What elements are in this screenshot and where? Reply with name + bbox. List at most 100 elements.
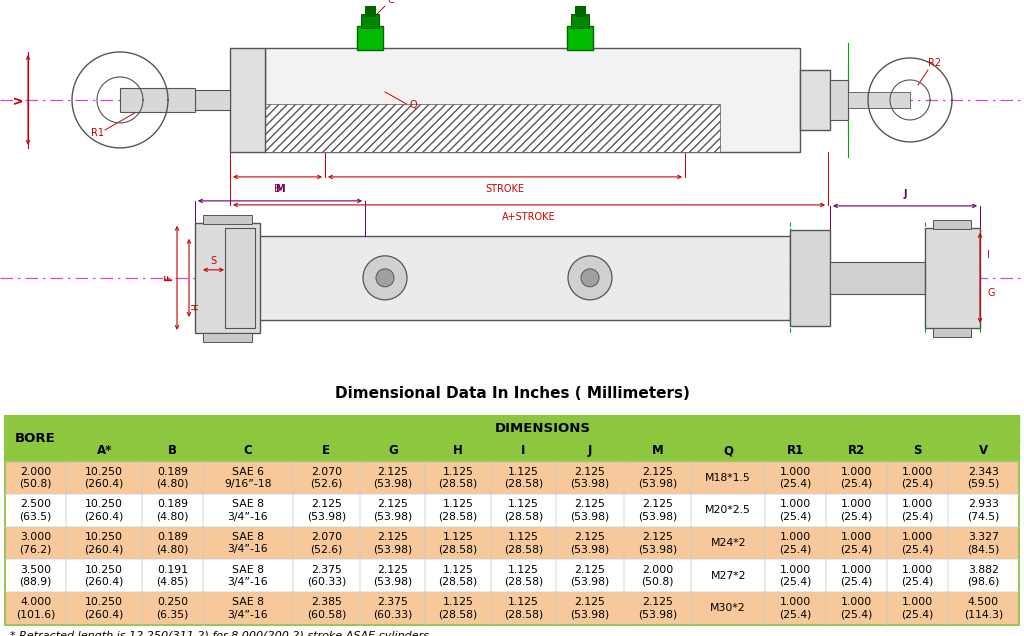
Text: 1.125
(28.58): 1.125 (28.58) [504, 532, 543, 554]
Bar [203, 215, 252, 224]
Text: 1.000
(25.4): 1.000 (25.4) [779, 467, 812, 489]
Text: 2.375
(60.33): 2.375 (60.33) [373, 597, 413, 619]
Bar [204, 592, 293, 625]
Bar [5, 416, 1019, 625]
Text: SAE 8
3/4”-16: SAE 8 3/4”-16 [227, 532, 268, 554]
Text: M18*1.5: M18*1.5 [706, 473, 751, 483]
Bar [887, 592, 948, 625]
Text: 1.000
(25.4): 1.000 (25.4) [779, 565, 812, 587]
Bar [293, 440, 360, 461]
Text: 1.125
(28.58): 1.125 (28.58) [504, 565, 543, 587]
Bar [265, 48, 800, 152]
Bar [293, 461, 360, 494]
Bar [293, 527, 360, 560]
Text: G: G [987, 288, 994, 298]
Bar [624, 461, 691, 494]
Bar [765, 461, 826, 494]
Text: 3.500
(88.9): 3.500 (88.9) [19, 565, 52, 587]
Bar [5, 560, 67, 592]
Bar [691, 494, 765, 527]
Text: R1: R1 [787, 444, 804, 457]
Text: F: F [164, 275, 174, 281]
Text: E: E [323, 444, 331, 457]
Bar [67, 461, 142, 494]
Text: 10.250
(260.4): 10.250 (260.4) [85, 499, 124, 522]
Bar [67, 416, 1019, 440]
Text: 2.343
(59.5): 2.343 (59.5) [968, 467, 999, 489]
Bar [204, 527, 293, 560]
Text: 2.125
(53.98): 2.125 (53.98) [570, 532, 609, 554]
Bar [887, 461, 948, 494]
Bar [826, 527, 887, 560]
Text: 0.191
(4.85): 0.191 (4.85) [157, 565, 189, 587]
Bar [765, 527, 826, 560]
Bar [360, 440, 425, 461]
Text: 1.125
(28.58): 1.125 (28.58) [438, 565, 478, 587]
Bar [225, 228, 255, 328]
Text: M24*2: M24*2 [711, 538, 745, 548]
Bar [360, 461, 425, 494]
Text: 3.000
(76.2): 3.000 (76.2) [19, 532, 52, 554]
Text: 2.000
(50.8): 2.000 (50.8) [641, 565, 674, 587]
Text: 2.125
(53.98): 2.125 (53.98) [373, 499, 413, 522]
Text: B: B [274, 184, 281, 194]
Bar [67, 527, 142, 560]
Text: 1.125
(28.58): 1.125 (28.58) [504, 499, 543, 522]
Text: SAE 6
9/16”-18: SAE 6 9/16”-18 [224, 467, 271, 489]
Text: * Retracted length is 12.250(311.2) for 8.000(200.2) stroke ASAE cylinders: * Retracted length is 12.250(311.2) for … [10, 631, 429, 636]
Bar [624, 440, 691, 461]
Bar [142, 494, 204, 527]
Bar [293, 494, 360, 527]
Bar [204, 440, 293, 461]
Bar [255, 236, 790, 320]
Bar [691, 461, 765, 494]
Circle shape [362, 256, 407, 300]
Text: 2.125
(53.98): 2.125 (53.98) [570, 467, 609, 489]
Bar [425, 461, 490, 494]
Bar [826, 560, 887, 592]
Bar [948, 440, 1019, 461]
Bar [142, 527, 204, 560]
Bar [925, 228, 980, 328]
Text: 1.125
(28.58): 1.125 (28.58) [438, 597, 478, 619]
Text: 1.125
(28.58): 1.125 (28.58) [438, 467, 478, 489]
Text: S: S [210, 256, 216, 266]
Text: 1.000
(25.4): 1.000 (25.4) [841, 565, 872, 587]
Text: M: M [651, 444, 664, 457]
Text: 2.125
(53.98): 2.125 (53.98) [638, 467, 677, 489]
Circle shape [581, 269, 599, 287]
Bar [790, 230, 830, 326]
Bar [142, 461, 204, 494]
Bar [887, 560, 948, 592]
Bar [490, 461, 556, 494]
Text: Q: Q [723, 444, 733, 457]
Text: STROKE: STROKE [485, 184, 524, 194]
Bar [490, 592, 556, 625]
Bar [204, 494, 293, 527]
Text: 2.125
(53.98): 2.125 (53.98) [307, 499, 346, 522]
Bar [556, 592, 624, 625]
Text: V: V [979, 444, 988, 457]
Bar [826, 440, 887, 461]
Text: 1.000
(25.4): 1.000 (25.4) [901, 467, 934, 489]
Bar [624, 527, 691, 560]
Text: 4.500
(114.3): 4.500 (114.3) [964, 597, 1004, 619]
Text: BORE: BORE [15, 432, 56, 445]
Bar [887, 440, 948, 461]
Bar [67, 440, 142, 461]
Bar [195, 90, 230, 110]
Bar [826, 592, 887, 625]
Bar [360, 560, 425, 592]
Text: V: V [15, 96, 25, 104]
Bar [490, 527, 556, 560]
Bar [826, 461, 887, 494]
Bar [5, 494, 67, 527]
Bar [830, 80, 848, 120]
Text: H: H [454, 444, 463, 457]
Text: 2.385
(60.58): 2.385 (60.58) [306, 597, 346, 619]
Bar [624, 592, 691, 625]
Bar [5, 527, 67, 560]
Bar [425, 592, 490, 625]
Bar [490, 440, 556, 461]
Bar [691, 527, 765, 560]
